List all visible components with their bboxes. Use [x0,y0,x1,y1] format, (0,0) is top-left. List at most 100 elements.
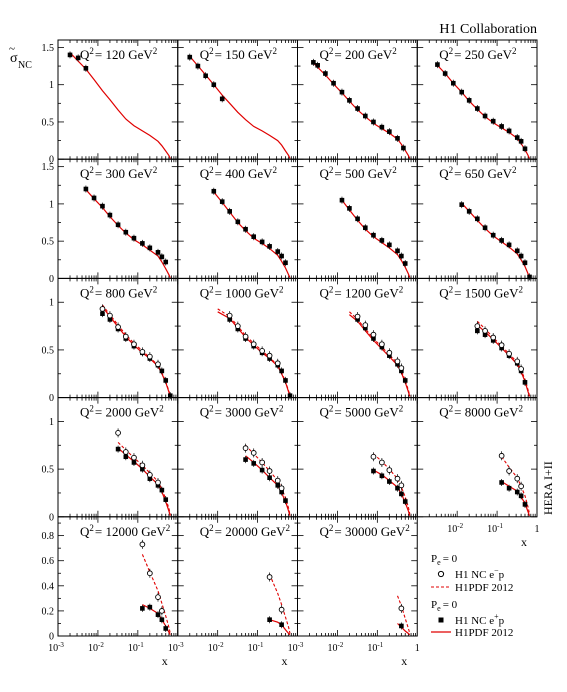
data-point-ep [219,199,225,204]
y-tick-label: 0.4 [42,581,55,592]
panel-q2-400: Q2= 400 GeV2 [177,158,298,279]
data-point-ep [499,124,504,129]
data-point-em [498,452,505,459]
panel-q2-650: Q2= 650 GeV2 [416,158,538,281]
x-tick-label: 10-2 [88,641,104,654]
data-point-em [139,348,146,355]
series-line-em [396,595,411,634]
data-point-em [354,313,361,320]
series-line-em [217,308,291,396]
data-point-ep [159,617,165,622]
data-point-ep [279,368,284,374]
data-point-ep [475,106,480,111]
data-point-ep [499,480,504,485]
y-tick-label: 0 [49,632,54,643]
data-point-em [266,352,273,359]
y-tick-label: 0 [49,155,54,166]
y-tick-label: 1 [49,199,54,210]
data-point-em [242,333,249,340]
data-point-ep [347,98,352,103]
data-point-em [398,482,405,489]
data-point-em [386,467,393,473]
panel-q2-20000: Q2= 20000 GeV2 10-3 10-2 10-1 x [168,516,298,668]
data-point-ep [163,378,169,383]
data-point-ep [371,232,376,238]
x-axis-title: x [282,654,288,668]
data-point-em [259,459,265,466]
data-point-ep [475,328,480,334]
panel-q2-label: Q2= 1000 GeV2 [200,284,284,300]
data-point-ep [514,489,520,495]
data-point-ep [506,128,512,134]
data-point-ep [275,249,281,254]
data-point-em [155,594,161,600]
data-point-em [131,454,137,461]
series-line-em [373,453,411,515]
data-point-ep [499,238,504,243]
data-point-ep [243,457,248,462]
panel-q2-250: Q2= 250 GeV2 [416,39,538,160]
legend-pol-1: Pe = 0 [431,553,458,567]
panel-frame [416,397,538,518]
data-point-ep [331,80,336,86]
data-point-ep [387,129,392,134]
panel-q2-1000: Q2= 1000 GeV2 [177,277,298,400]
series-line-ep [117,447,171,516]
panel-grid: 0 0.5 1 1.5 Q2= 120 GeV2 Q2= 150 GeV2 Q2= 200 … [42,39,540,668]
x-tick-label: 10-3 [48,641,64,654]
data-point-ep [100,203,105,209]
panel-q2-label: Q2= 30000 GeV2 [320,523,410,539]
data-point-ep [506,242,512,248]
y-tick-label: 0 [49,512,54,523]
series-line-ep [461,202,531,278]
y-tick-label: 1.5 [42,162,55,173]
data-point-ep [243,226,248,232]
data-point-ep [506,485,512,491]
data-point-ep [279,622,284,628]
series-line-em [117,442,171,516]
data-point-ep [147,245,153,251]
data-point-ep [131,235,137,241]
panel-q2-label: Q2= 150 GeV2 [200,46,277,62]
data-point-em [259,348,265,354]
data-point-em [159,608,165,614]
data-point-ep [435,62,440,67]
panel-q2-label: Q2= 400 GeV2 [200,165,277,181]
data-point-ep [147,604,153,610]
data-point-em [506,468,512,474]
series-line-em [245,444,291,516]
data-point-ep [514,135,520,140]
data-point-ep [475,216,480,222]
data-point-ep [490,118,496,124]
panel-q2-3000: Q2= 3000 GeV2 [177,397,298,518]
data-point-ep [235,219,241,225]
data-point-em [514,358,521,365]
data-point-ep [140,241,145,246]
data-point-em [234,323,241,329]
data-point-ep [251,461,257,466]
x-axis-title: x [401,654,407,668]
data-point-ep [522,260,528,266]
data-point-em [146,353,153,360]
y-tick-label: 0.8 [42,531,55,542]
data-point-ep [402,378,408,383]
series-line-ep [476,324,531,397]
data-point-ep [259,467,265,473]
data-point-em [278,606,285,613]
x-tick-label: 10-1 [367,641,383,654]
data-point-ep [140,606,145,611]
data-point-ep [155,612,161,617]
data-point-ep [275,483,281,488]
series-line-em [269,574,291,634]
data-point-ep [399,253,404,259]
data-point-ep [195,63,201,69]
panel-q2-label: Q2= 1200 GeV2 [320,284,404,300]
data-point-ep [167,393,173,398]
data-point-ep [227,209,232,214]
y-tick-label: 0.2 [42,606,55,617]
data-point-em [250,450,257,456]
y-axis-title: σ ~ NC [9,43,32,71]
legend-model-em: H1PDF 2012 [455,582,513,594]
panel-q2-5000: Q2= 5000 GeV2 [297,397,418,518]
